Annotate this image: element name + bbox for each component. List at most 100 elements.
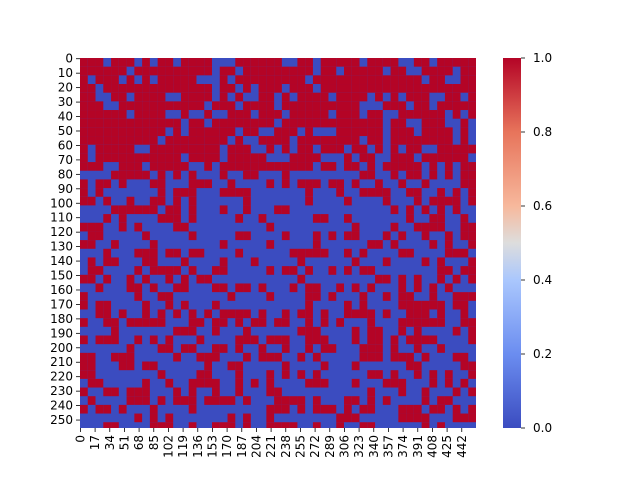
heatmap-cell bbox=[351, 92, 360, 102]
heatmap-cell bbox=[429, 370, 438, 379]
heatmap-cell bbox=[274, 318, 282, 327]
heatmap-cell bbox=[452, 413, 461, 423]
heatmap-cell bbox=[289, 66, 298, 76]
heatmap-cell bbox=[157, 266, 166, 275]
heatmap-cell bbox=[118, 170, 127, 180]
heatmap-cell bbox=[165, 274, 174, 284]
heatmap-cell bbox=[421, 222, 430, 232]
heatmap-cell bbox=[149, 84, 158, 93]
heatmap-cell bbox=[367, 240, 376, 249]
heatmap-cell bbox=[367, 58, 376, 67]
heatmap-cell bbox=[359, 404, 368, 414]
heatmap-cell bbox=[351, 231, 360, 241]
heatmap-cell bbox=[157, 422, 166, 428]
heatmap-cell bbox=[80, 188, 88, 197]
heatmap-cell bbox=[351, 309, 360, 319]
heatmap-cell bbox=[87, 240, 96, 249]
x-tick-label: 425 bbox=[440, 435, 454, 458]
heatmap-cell bbox=[312, 75, 321, 85]
heatmap-cell bbox=[126, 283, 135, 293]
heatmap-cell bbox=[344, 248, 352, 258]
heatmap-cell bbox=[375, 326, 383, 336]
heatmap-cell bbox=[266, 422, 275, 428]
heatmap-cell bbox=[219, 422, 228, 428]
heatmap-cell bbox=[149, 66, 158, 76]
heatmap-cell bbox=[452, 153, 461, 163]
heatmap-cell bbox=[297, 370, 306, 379]
heatmap-cell bbox=[180, 136, 189, 145]
heatmap-cell bbox=[235, 361, 244, 371]
heatmap-cell bbox=[328, 118, 337, 128]
heatmap-cell bbox=[305, 136, 313, 145]
heatmap-cell bbox=[429, 75, 438, 85]
heatmap-cell bbox=[320, 404, 329, 414]
heatmap-cell bbox=[219, 257, 228, 267]
heatmap-cell bbox=[328, 136, 337, 145]
heatmap-cell bbox=[429, 196, 438, 206]
heatmap-cell bbox=[118, 162, 127, 171]
heatmap-cell bbox=[274, 84, 282, 93]
heatmap-cell bbox=[320, 101, 329, 111]
heatmap-cell bbox=[468, 387, 476, 397]
heatmap-cell bbox=[421, 413, 430, 423]
heatmap-cell bbox=[375, 127, 383, 137]
heatmap-cell bbox=[344, 118, 352, 128]
heatmap-cell bbox=[111, 153, 119, 163]
heatmap-cell bbox=[165, 292, 174, 301]
heatmap-cell bbox=[157, 144, 166, 154]
heatmap-cell bbox=[312, 153, 321, 163]
x-tick-label: 408 bbox=[425, 435, 439, 458]
heatmap-cell bbox=[305, 292, 313, 301]
heatmap-cell bbox=[80, 370, 88, 379]
heatmap-cell bbox=[80, 361, 88, 371]
heatmap-cell bbox=[219, 136, 228, 145]
heatmap-cell bbox=[188, 326, 197, 336]
heatmap-cell bbox=[305, 58, 313, 67]
y-tick-label: 140 bbox=[50, 254, 73, 268]
heatmap-cell bbox=[250, 170, 259, 180]
heatmap-cell bbox=[80, 274, 88, 284]
colorbar-gradient bbox=[503, 58, 521, 428]
heatmap-cell bbox=[126, 352, 135, 362]
heatmap-cell bbox=[173, 188, 181, 197]
heatmap-cell bbox=[460, 248, 469, 258]
heatmap-cell bbox=[142, 231, 150, 241]
x-tick-label: 51 bbox=[117, 435, 131, 450]
heatmap-cell bbox=[413, 222, 422, 232]
heatmap-cell bbox=[80, 240, 88, 249]
heatmap-cell bbox=[452, 144, 461, 154]
heatmap-cell bbox=[274, 404, 282, 414]
heatmap-cell bbox=[305, 335, 313, 345]
heatmap-cell bbox=[258, 110, 267, 119]
heatmap-cell bbox=[149, 118, 158, 128]
heatmap-cell bbox=[468, 110, 476, 119]
heatmap-cell bbox=[398, 248, 407, 258]
heatmap-cell bbox=[312, 422, 321, 428]
heatmap-cell bbox=[367, 318, 376, 327]
heatmap-cell bbox=[305, 127, 313, 137]
heatmap-cell bbox=[134, 127, 143, 137]
heatmap-cell bbox=[219, 344, 228, 353]
heatmap-cell bbox=[173, 162, 181, 171]
heatmap-cell bbox=[173, 387, 181, 397]
heatmap-cell bbox=[468, 231, 476, 241]
heatmap-cell bbox=[320, 378, 329, 388]
heatmap-cell bbox=[212, 118, 220, 128]
heatmap-cell bbox=[188, 136, 197, 145]
heatmap-cell bbox=[111, 240, 119, 249]
heatmap-cell bbox=[351, 144, 360, 154]
heatmap-cell bbox=[406, 205, 414, 215]
heatmap-cell bbox=[305, 188, 313, 197]
heatmap-cell bbox=[444, 266, 453, 275]
heatmap-cell bbox=[243, 170, 251, 180]
heatmap-cell bbox=[312, 404, 321, 414]
heatmap-cell bbox=[173, 170, 181, 180]
heatmap-cell bbox=[444, 58, 453, 67]
heatmap-cell bbox=[437, 75, 445, 85]
heatmap-cell bbox=[173, 75, 181, 85]
heatmap-cell bbox=[173, 248, 181, 258]
heatmap-cell bbox=[149, 361, 158, 371]
heatmap-cell bbox=[406, 92, 414, 102]
heatmap-cell bbox=[328, 231, 337, 241]
heatmap-cell bbox=[87, 84, 96, 93]
